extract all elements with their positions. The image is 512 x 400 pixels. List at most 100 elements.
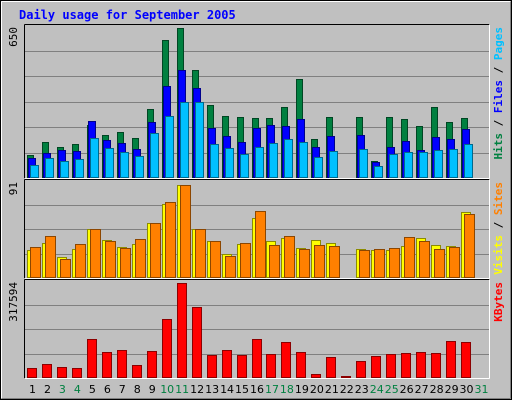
bar-sites-day-3 [60, 259, 71, 278]
bar-pages-day-19 [299, 142, 308, 178]
panel-bottom: 317594 KBytes [7, 279, 505, 379]
bar-kbytes-day-2 [42, 364, 52, 378]
bar-sites-day-23 [359, 250, 370, 278]
bar-kbytes-day-3 [57, 367, 67, 378]
day-label-13: 13 [205, 383, 219, 396]
day-label-20: 20 [310, 383, 324, 396]
panel-bottom-legend: KBytes [492, 282, 505, 322]
bar-kbytes-day-16 [252, 339, 262, 378]
bar-pages-day-7 [120, 152, 129, 178]
bar-pages-day-9 [150, 133, 159, 178]
chart-title: Daily usage for September 2005 [19, 8, 236, 22]
bar-pages-day-24 [374, 166, 383, 178]
bar-kbytes-day-29 [446, 341, 456, 378]
bar-sites-day-30 [464, 214, 475, 278]
bar-sites-day-2 [45, 236, 56, 278]
series-sites [30, 185, 475, 278]
legend-files: Files [492, 80, 505, 113]
bar-kbytes-day-24 [371, 356, 381, 378]
day-label-22: 22 [340, 383, 354, 396]
day-label-29: 29 [445, 383, 459, 396]
panel-top: 650 Hits / Files / Pages [7, 24, 505, 179]
bar-pages-day-14 [225, 148, 234, 178]
bar-sites-day-20 [314, 245, 325, 278]
day-label-10: 10 [160, 383, 174, 396]
legend-separator: / [492, 60, 505, 80]
day-label-4: 4 [74, 383, 81, 396]
bar-pages-day-10 [165, 116, 174, 178]
legend-sites: Sites [492, 182, 505, 215]
bar-pages-day-5 [90, 138, 99, 178]
bar-pages-day-4 [75, 159, 84, 178]
bar-pages-day-16 [255, 147, 264, 178]
panel-bottom-max-label: 317594 [7, 282, 20, 322]
day-label-19: 19 [295, 383, 309, 396]
bar-pages-day-6 [105, 148, 114, 178]
bar-sites-day-6 [105, 241, 116, 278]
bar-sites-day-8 [135, 239, 146, 278]
day-label-8: 8 [134, 383, 141, 396]
day-label-16: 16 [250, 383, 264, 396]
bar-pages-day-23 [359, 149, 368, 178]
bar-sites-day-15 [240, 243, 251, 278]
bar-pages-day-26 [404, 152, 413, 178]
day-label-2: 2 [44, 383, 51, 396]
bar-sites-day-11 [180, 185, 191, 278]
chart-panels: 650 Hits / Files / Pages 91 Visits / Sites 3… [7, 24, 505, 379]
day-label-24: 24 [370, 383, 384, 396]
bar-sites-day-25 [389, 248, 400, 278]
day-label-21: 21 [325, 383, 339, 396]
bar-pages-day-17 [269, 143, 278, 178]
bar-kbytes-day-12 [192, 307, 202, 378]
bar-sites-day-1 [30, 247, 41, 278]
bar-kbytes-day-4 [72, 368, 82, 378]
day-label-6: 6 [104, 383, 111, 396]
bar-sites-day-17 [269, 245, 280, 278]
bar-pages-day-12 [195, 102, 204, 178]
day-label-5: 5 [89, 383, 96, 396]
day-label-28: 28 [430, 383, 444, 396]
bar-sites-day-12 [195, 229, 206, 278]
day-label-27: 27 [415, 383, 429, 396]
bar-sites-day-27 [419, 241, 430, 278]
panel-top-legend: Hits / Files / Pages [492, 27, 505, 160]
bar-pages-day-21 [329, 151, 338, 178]
bar-sites-day-4 [75, 244, 86, 278]
day-label-15: 15 [235, 383, 249, 396]
bar-pages-day-20 [314, 157, 323, 178]
bar-pages-day-11 [180, 102, 189, 178]
day-label-17: 17 [265, 383, 279, 396]
bar-sites-day-16 [255, 211, 266, 278]
bar-sites-day-5 [90, 229, 101, 278]
legend-kbytes: KBytes [492, 282, 505, 322]
bar-sites-day-10 [165, 202, 176, 278]
bar-pages-day-18 [284, 139, 293, 178]
panel-top-max-label: 650 [7, 27, 20, 47]
bar-kbytes-day-26 [401, 353, 411, 378]
day-label-31: 31 [475, 383, 489, 396]
series-kbytes [27, 283, 471, 378]
bar-pages-day-27 [419, 152, 428, 178]
bar-kbytes-day-15 [237, 355, 247, 378]
bar-kbytes-day-8 [132, 365, 142, 378]
legend-visits: Visits [492, 235, 505, 275]
bar-kbytes-day-17 [266, 354, 276, 378]
bar-kbytes-day-19 [296, 352, 306, 378]
legend-separator: / [492, 215, 505, 235]
bar-sites-day-14 [225, 256, 236, 278]
bar-kbytes-day-21 [326, 357, 336, 378]
bar-kbytes-day-30 [461, 342, 471, 378]
panel-middle: 91 Visits / Sites [7, 179, 505, 279]
bar-kbytes-day-9 [147, 351, 157, 378]
day-label-18: 18 [280, 383, 294, 396]
bar-pages-day-25 [389, 154, 398, 178]
legend-separator: / [492, 113, 505, 133]
bar-kbytes-day-1 [27, 368, 37, 378]
bar-pages-day-30 [464, 144, 473, 178]
bar-pages-day-29 [449, 149, 458, 178]
x-axis-day-labels: 1 2 3 4 5 6 7 8 9 10 11 12 13 14 15 16 17 18 19 20 21 22 23 24 2… [29, 383, 489, 396]
bar-sites-day-24 [374, 249, 385, 278]
bar-kbytes-day-6 [102, 352, 112, 378]
bar-pages-day-28 [434, 150, 443, 178]
